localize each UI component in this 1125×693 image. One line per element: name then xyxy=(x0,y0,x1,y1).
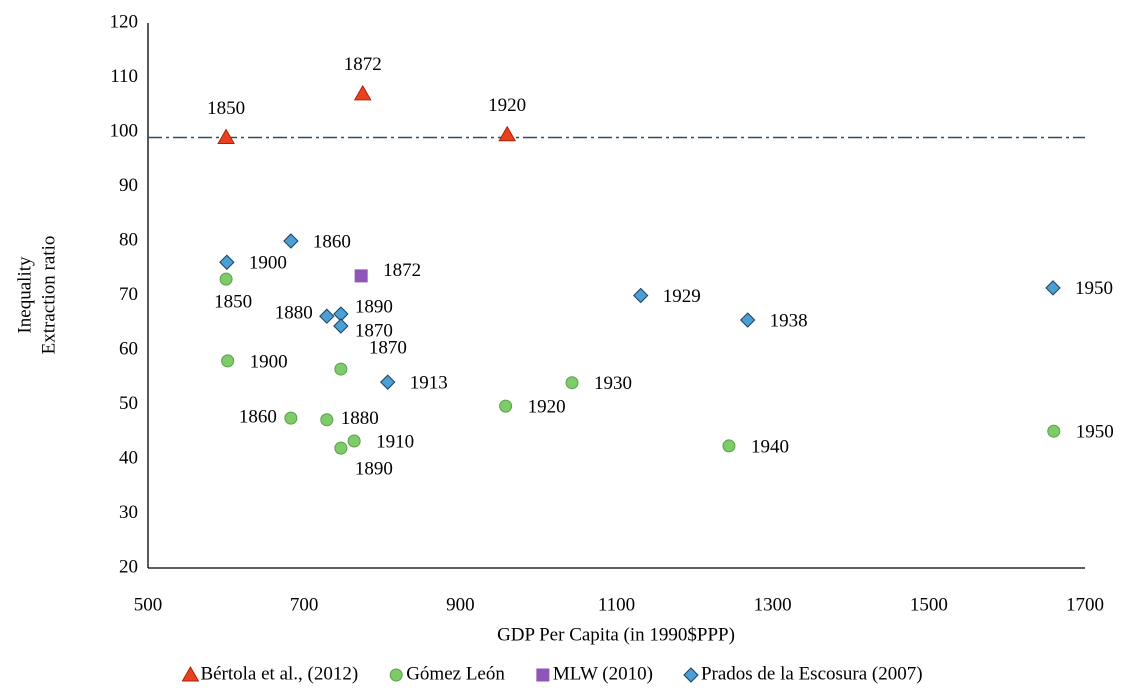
y-tick-label: 70 xyxy=(119,284,138,305)
point xyxy=(347,434,361,448)
point-label: 1900 xyxy=(249,253,287,274)
point-label: 1890 xyxy=(355,296,393,317)
point xyxy=(334,362,348,376)
point-label: 1880 xyxy=(341,408,379,429)
legend-label: MLW (2010) xyxy=(553,663,653,684)
point xyxy=(1047,424,1061,438)
point xyxy=(334,441,348,455)
point xyxy=(498,125,517,142)
point xyxy=(283,233,299,249)
x-tick-label: 1100 xyxy=(598,594,635,615)
point xyxy=(739,312,756,328)
y-tick-label: 50 xyxy=(119,393,138,414)
x-tick-label: 900 xyxy=(446,594,475,615)
point xyxy=(221,354,235,368)
point-label: 1930 xyxy=(594,373,632,394)
point-label: 1890 xyxy=(355,458,393,479)
point xyxy=(380,374,396,390)
point xyxy=(219,254,235,270)
x-tick-label: 1700 xyxy=(1066,594,1104,615)
y-tick-label: 100 xyxy=(110,120,139,141)
point xyxy=(219,272,233,286)
legend-label: Gómez León xyxy=(406,663,505,684)
y-tick-label: 20 xyxy=(119,556,138,577)
point xyxy=(565,376,579,390)
point xyxy=(284,411,298,425)
point xyxy=(354,269,368,283)
x-tick-label: 500 xyxy=(134,594,163,615)
y-tick-label: 120 xyxy=(110,11,139,32)
point-label: 1950 xyxy=(1076,422,1114,443)
x-tick-label: 1300 xyxy=(754,594,792,615)
point-label: 1872 xyxy=(344,54,382,75)
y-tick-label: 40 xyxy=(119,447,138,468)
y-tick-label: 30 xyxy=(119,502,138,523)
y-tick-label: 110 xyxy=(110,66,138,87)
y-axis-title: Extraction ratio xyxy=(38,236,59,355)
x-tick-label: 1500 xyxy=(910,594,948,615)
point xyxy=(217,128,235,144)
legend-marker xyxy=(389,668,403,682)
point xyxy=(353,84,372,101)
point-label: 1950 xyxy=(1075,278,1113,299)
point xyxy=(499,399,513,413)
point xyxy=(333,318,349,334)
x-tick-label: 700 xyxy=(290,594,319,615)
point-label: 1850 xyxy=(207,98,245,119)
y-tick-label: 90 xyxy=(119,175,138,196)
point xyxy=(1045,280,1061,296)
y-tick-label: 80 xyxy=(119,229,138,250)
legend-marker xyxy=(181,665,200,682)
legend-label: Bértola et al., (2012) xyxy=(200,663,358,684)
y-tick-label: 60 xyxy=(119,338,138,359)
point-label: 1920 xyxy=(488,95,526,116)
point-label: 1900 xyxy=(250,351,288,372)
point-label: 1940 xyxy=(751,436,789,457)
point xyxy=(632,287,649,304)
point-label: 1872 xyxy=(383,260,421,281)
legend-label: Prados de la Escosura (2007) xyxy=(701,663,923,684)
y-axis-title: Inequality xyxy=(14,256,35,334)
point-label: 1860 xyxy=(239,406,277,427)
point-label: 1870 xyxy=(369,337,407,358)
x-axis-title: GDP Per Capita (in 1990$PPP) xyxy=(497,624,735,645)
point-label: 1938 xyxy=(770,310,808,331)
point-label: 1920 xyxy=(528,396,566,417)
point xyxy=(320,413,334,427)
point xyxy=(722,439,736,453)
point-label: 1860 xyxy=(313,231,351,252)
point xyxy=(319,308,335,324)
point-label: 1880 xyxy=(275,303,313,324)
point-label: 1850 xyxy=(214,292,252,313)
legend-marker xyxy=(683,667,699,683)
point-label: 1910 xyxy=(376,431,414,452)
point-label: 1929 xyxy=(663,286,701,307)
point-label: 1870 xyxy=(355,320,393,341)
legend-marker xyxy=(536,668,550,682)
point-label: 1913 xyxy=(410,373,448,394)
